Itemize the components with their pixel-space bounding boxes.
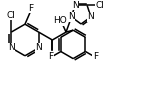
Text: F: F <box>93 52 98 61</box>
Text: Cl: Cl <box>7 11 16 20</box>
Text: N: N <box>8 43 15 52</box>
Text: HO: HO <box>53 16 67 25</box>
Text: F: F <box>48 52 54 61</box>
Text: F: F <box>28 4 33 13</box>
Text: N: N <box>87 12 94 21</box>
Text: N: N <box>72 1 78 10</box>
Text: N: N <box>68 12 75 21</box>
Text: N: N <box>35 43 42 52</box>
Text: Cl: Cl <box>95 1 104 10</box>
